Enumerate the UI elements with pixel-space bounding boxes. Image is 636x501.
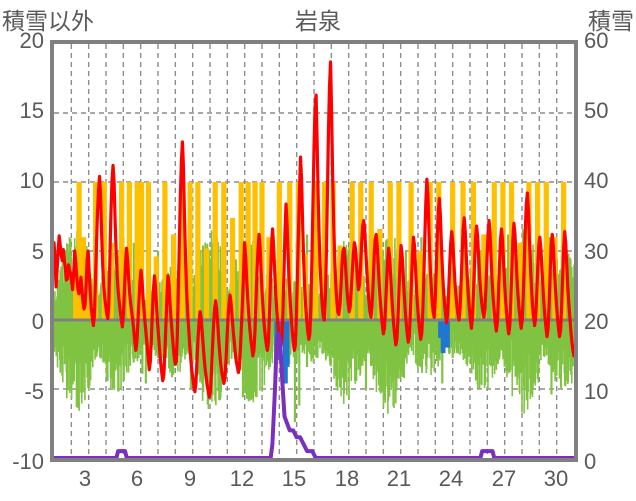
x-tick-21: 21	[386, 466, 412, 491]
x-tick-18: 18	[334, 466, 360, 491]
y-right-tick-20: 20	[584, 309, 609, 334]
y-left-tick-15: 15	[19, 98, 44, 123]
y-left-tick-minus5: -5	[24, 379, 44, 404]
y-right-tick-30: 30	[584, 239, 609, 264]
plot-area[interactable]	[50, 40, 578, 462]
y-right-tick-0: 0	[584, 449, 597, 474]
x-tick-3: 3	[78, 466, 92, 491]
temperature-line-red	[54, 60, 574, 399]
y-right-tick-60: 60	[584, 28, 609, 53]
y-left-tick-0: 0	[31, 309, 44, 334]
left-axis-caption: 積雪以外	[2, 8, 94, 34]
y-left-tick-minus10: -10	[12, 449, 44, 474]
y-right-tick-50: 50	[584, 98, 609, 123]
snow-depth-line-purple	[54, 331, 574, 458]
y-left-tick-20: 20	[19, 28, 44, 53]
x-tick-9: 9	[183, 466, 197, 491]
chart-title: 岩泉	[295, 8, 341, 34]
y-right-tick-10: 10	[584, 379, 609, 404]
plot-canvas	[54, 44, 574, 458]
x-tick-30: 30	[543, 466, 569, 491]
y-left-tick-5: 5	[31, 239, 44, 264]
x-tick-24: 24	[438, 466, 464, 491]
x-tick-27: 27	[491, 466, 517, 491]
x-tick-15: 15	[281, 466, 307, 491]
y-right-tick-40: 40	[584, 168, 609, 193]
x-tick-6: 6	[130, 466, 144, 491]
right-axis-caption: 積雪	[588, 8, 634, 34]
x-tick-12: 12	[229, 466, 255, 491]
y-left-tick-10: 10	[19, 168, 44, 193]
chart-svg	[54, 44, 574, 458]
